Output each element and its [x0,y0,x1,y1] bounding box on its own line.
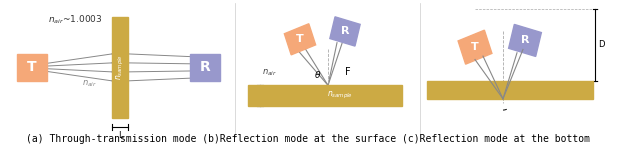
Polygon shape [330,17,360,46]
Text: $n_{air}$: $n_{air}$ [262,68,278,78]
Polygon shape [17,54,47,81]
Text: (a) Through-transmission mode (b)Reflection mode at the surface (c)Reflection mo: (a) Through-transmission mode (b)Reflect… [26,134,590,144]
Text: L: L [249,91,254,100]
Text: $n_{air}$: $n_{air}$ [83,79,97,89]
Polygon shape [248,85,402,106]
Polygon shape [190,54,220,81]
Polygon shape [112,17,128,118]
Text: D: D [598,40,605,49]
Text: T: T [27,60,37,74]
Text: R: R [521,35,529,45]
Text: $n_{sample}$: $n_{sample}$ [114,54,125,80]
Polygon shape [427,81,593,99]
Polygon shape [284,24,316,55]
Text: F: F [345,67,350,77]
Text: $\theta$: $\theta$ [314,69,321,80]
Polygon shape [508,24,541,57]
Polygon shape [458,30,492,64]
Text: T: T [471,42,479,52]
Text: T: T [296,34,304,44]
Text: L: L [118,131,122,140]
Text: $n_{air}$~1.0003: $n_{air}$~1.0003 [48,13,102,26]
Text: $\theta$: $\theta$ [489,82,497,93]
Text: R: R [200,60,210,74]
Text: R: R [341,26,349,36]
Text: $n_{sample}$: $n_{sample}$ [327,90,353,101]
